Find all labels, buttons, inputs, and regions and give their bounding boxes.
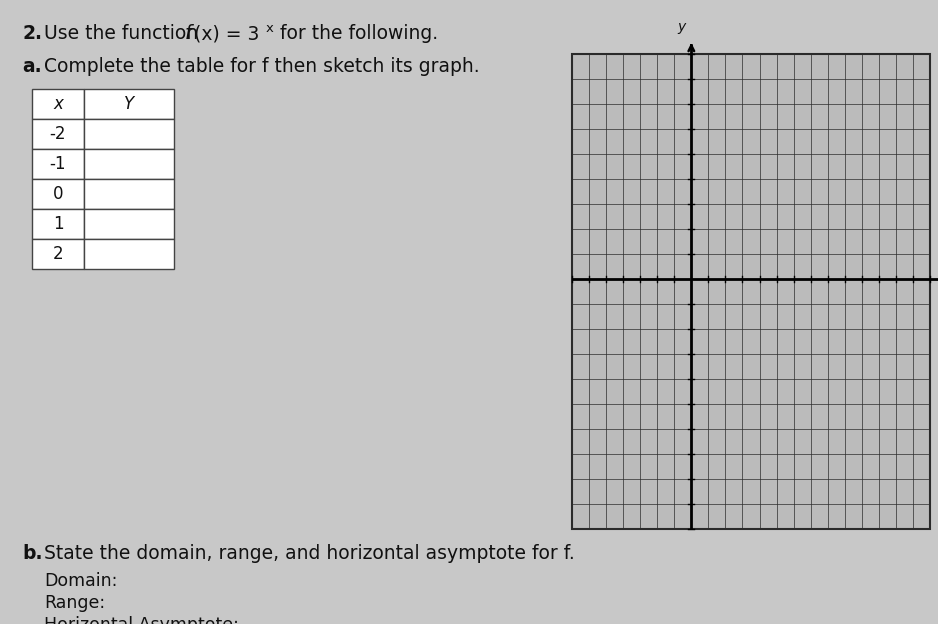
Text: 1: 1: [53, 215, 63, 233]
Text: Complete the table for f then sketch its graph.: Complete the table for f then sketch its…: [44, 57, 479, 76]
Text: a.: a.: [22, 57, 41, 76]
Text: State the domain, range, and horizontal asymptote for f.: State the domain, range, and horizontal …: [44, 544, 575, 563]
Text: -2: -2: [50, 125, 67, 143]
Bar: [32, 149, 84, 179]
Text: Range:: Range:: [44, 594, 105, 612]
Bar: [84, 119, 174, 149]
Text: Use the function: Use the function: [44, 24, 204, 43]
Text: y: y: [677, 20, 686, 34]
Bar: [32, 119, 84, 149]
Bar: [84, 239, 174, 269]
Text: f: f: [185, 24, 191, 43]
Text: 2: 2: [53, 245, 63, 263]
Text: (x) = 3: (x) = 3: [194, 24, 260, 43]
Text: for the following.: for the following.: [274, 24, 438, 43]
Bar: [572, 54, 930, 529]
Text: Y: Y: [124, 95, 134, 113]
Text: x: x: [266, 22, 274, 35]
Bar: [32, 239, 84, 269]
Text: Horizontal Asymptote:: Horizontal Asymptote:: [44, 616, 239, 624]
Bar: [32, 209, 84, 239]
Bar: [32, 179, 84, 209]
Text: x: x: [53, 95, 63, 113]
Bar: [84, 89, 174, 119]
Text: Domain:: Domain:: [44, 572, 117, 590]
Bar: [84, 149, 174, 179]
Bar: [84, 179, 174, 209]
Text: b.: b.: [22, 544, 42, 563]
Bar: [572, 54, 930, 529]
Text: 2.: 2.: [22, 24, 42, 43]
Text: -1: -1: [50, 155, 67, 173]
Bar: [84, 209, 174, 239]
Text: 0: 0: [53, 185, 63, 203]
Bar: [32, 89, 84, 119]
